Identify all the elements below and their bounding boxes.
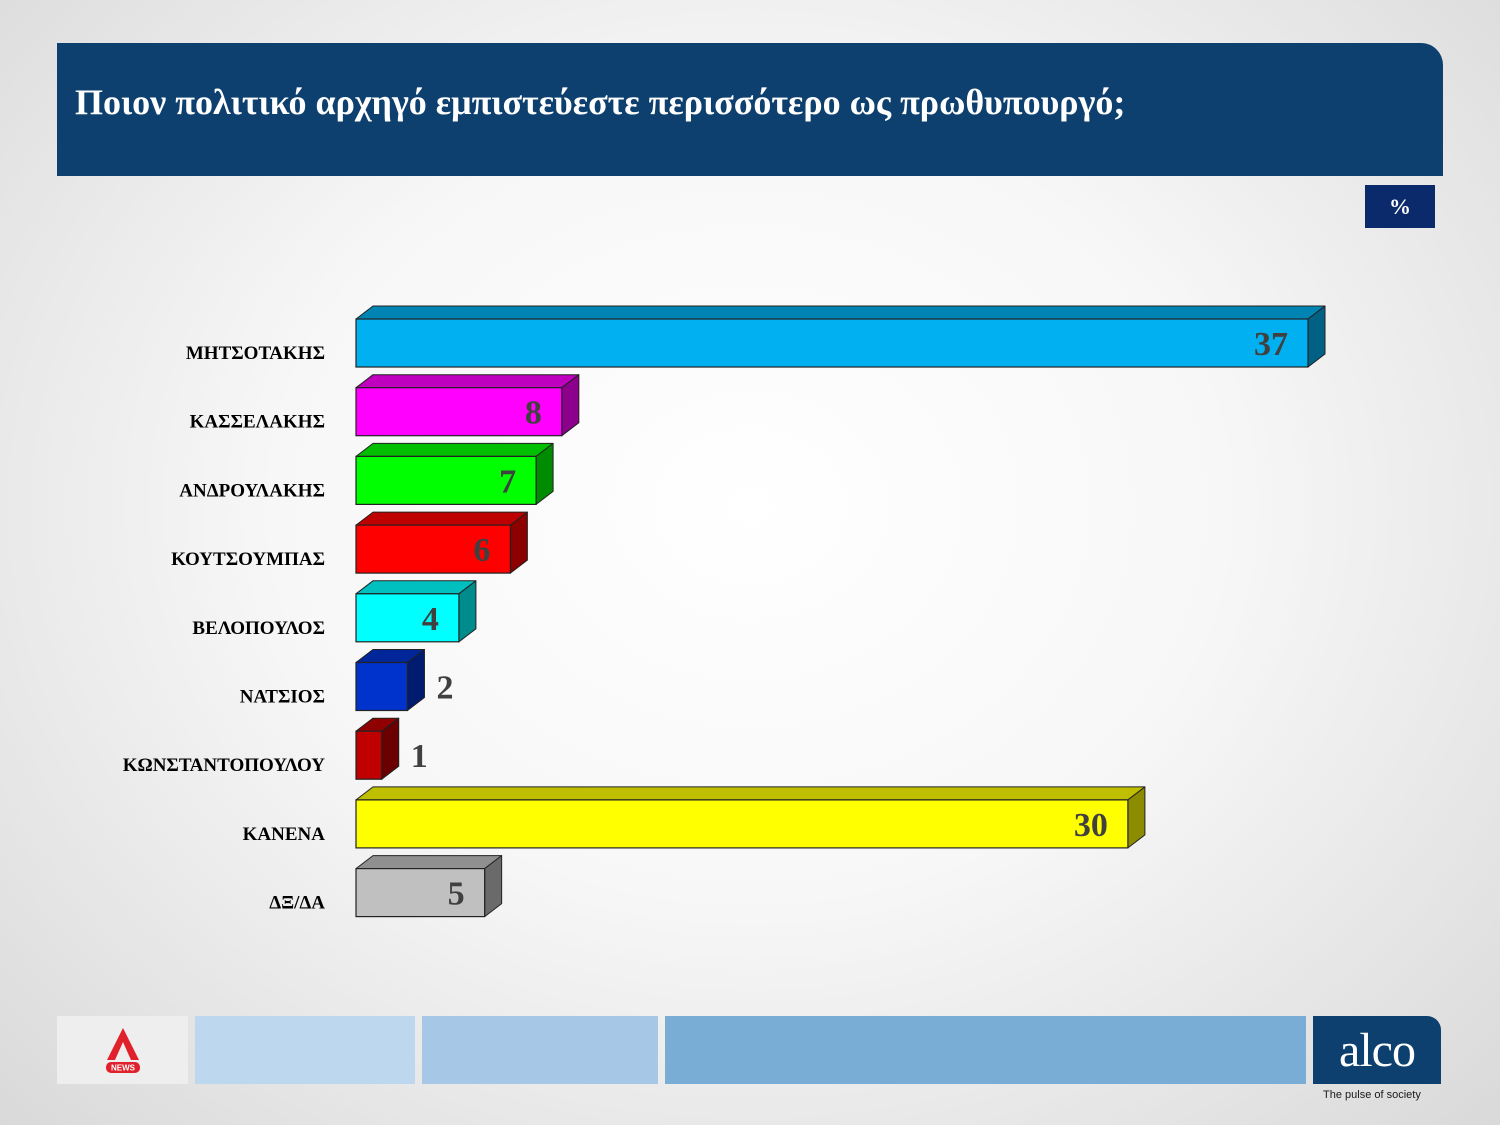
category-label: ΝΑΤΣΙΟΣ (240, 687, 325, 708)
data-label: 1 (411, 738, 428, 775)
bar-2 (355, 374, 580, 437)
data-label: 30 (1074, 807, 1108, 844)
alco-logo: alco (1313, 1016, 1441, 1084)
bar-4 (355, 511, 528, 574)
header-banner: Ποιον πολιτικό αρχηγό εμπιστεύεστε περισ… (57, 43, 1443, 176)
bar-5 (355, 580, 477, 643)
logo-text: NEWS (111, 1064, 136, 1073)
category-label: ΜΗΤΣΟΤΑΚΗΣ (186, 343, 325, 364)
data-label: 37 (1254, 326, 1288, 363)
bar-7 (355, 717, 400, 780)
data-label: 2 (436, 670, 453, 707)
bar-9 (355, 855, 503, 918)
bar-1 (355, 305, 1326, 368)
data-label: 4 (422, 601, 439, 638)
category-label: ΚΑΝΕΝΑ (243, 824, 326, 845)
alco-wordmark: alco (1339, 1023, 1416, 1077)
alpha-logo-icon: NEWS (105, 1028, 140, 1073)
category-label: ΚΟΥΤΣΟΥΜΠΑΣ (171, 549, 325, 570)
category-label: ΚΑΣΣΕΛΑΚΗΣ (190, 412, 325, 433)
category-label: ΔΞ/ΔΑ (269, 893, 325, 914)
footer-strip-3 (665, 1016, 1306, 1084)
footer-strip-2 (422, 1016, 658, 1084)
alpha-news-logo: NEWS (57, 1016, 188, 1084)
bar-3 (355, 442, 554, 505)
chart-title: Ποιον πολιτικό αρχηγό εμπιστεύεστε περισ… (75, 82, 1126, 122)
footer-strip-1 (195, 1016, 415, 1084)
data-label: 7 (499, 463, 516, 500)
category-label: ΒΕΛΟΠΟΥΛΟΣ (192, 618, 325, 639)
unit-badge: % (1365, 185, 1435, 228)
alco-tagline: The pulse of society (1323, 1089, 1421, 1101)
data-label: 5 (448, 876, 465, 913)
category-label: ΑΝΔΡΟΥΛΑΚΗΣ (179, 480, 325, 501)
bar-6 (355, 649, 425, 712)
category-label: ΚΩΝΣΤΑΝΤΟΠΟΥΛΟΥ (123, 755, 326, 776)
bar-8 (355, 786, 1146, 849)
data-label: 8 (525, 395, 542, 432)
data-label: 6 (473, 532, 490, 569)
